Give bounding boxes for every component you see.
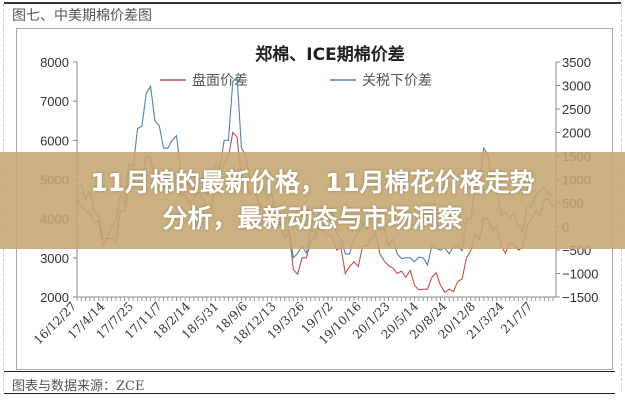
figure-title: 图七、中美期棉价差图 — [12, 8, 152, 24]
headline-line-2: 分析，最新动态与市场洞察 — [162, 203, 463, 233]
left-tick-label: 3000 — [40, 251, 69, 266]
top-rule — [4, 2, 621, 4]
source-note: 图表与数据来源：ZCE — [12, 379, 145, 394]
right-tick-label: −1500 — [562, 290, 599, 305]
left-tick-label: 7000 — [40, 94, 69, 109]
headline-line-1: 11月棉的最新价格，11月棉花价格走势 — [90, 167, 535, 197]
right-tick-label: 3500 — [562, 55, 591, 70]
right-tick-label: 3000 — [562, 79, 591, 94]
source-rule — [4, 371, 615, 372]
left-tick-label: 8000 — [40, 55, 69, 70]
right-tick-label: 2500 — [562, 102, 591, 117]
left-tick-label: 2000 — [40, 290, 69, 305]
headline-banner: 11月棉的最新价格，11月棉花价格走势 分析，最新动态与市场洞察 — [0, 152, 625, 249]
bottom-rule — [4, 393, 615, 394]
chart-title: 郑棉、ICE期棉价差 — [255, 44, 404, 65]
legend-label: 关税下价差 — [362, 73, 432, 89]
x-tick-label: 21/7/7 — [498, 299, 535, 336]
left-tick-label: 6000 — [40, 133, 69, 148]
legend-label: 盘面价差 — [192, 72, 248, 89]
right-tick-label: 2000 — [562, 126, 591, 141]
right-tick-label: −1000 — [562, 267, 599, 282]
